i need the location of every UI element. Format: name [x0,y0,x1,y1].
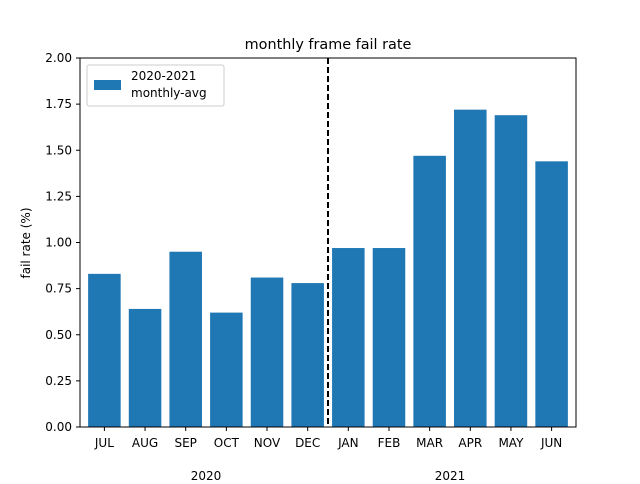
bar-apr [454,109,487,427]
bars-group [88,109,568,427]
y-axis-ticks: 0.00 0.25 0.50 0.75 1.00 1.25 1.50 1.75 2.00 [45,51,80,434]
y-tick-label: 1.00 [45,236,72,250]
x-tick-label-sep: SEP [174,436,196,450]
legend-label-line1: 2020-2021 [131,69,196,83]
bar-aug [128,308,162,427]
x-tick-label-may: MAY [498,436,524,450]
x-tick-label-apr: APR [458,436,482,450]
bar-nov [250,277,284,427]
x-tick-label-nov: NOV [254,436,281,450]
bar-oct [210,312,243,427]
y-tick-label: 1.25 [45,189,72,203]
bar-dec [291,283,324,427]
plot-area-frame [79,57,577,428]
y-tick-label: 0.50 [45,328,72,342]
bar-mar [413,155,446,427]
x-tick-label-dec: DEC [295,436,320,450]
y-tick-label: 0.75 [45,282,72,296]
bar-jun [535,161,568,427]
y-tick-label: 0.00 [45,420,72,434]
x-tick-label-jan: JAN [337,436,359,450]
x-tick-label-oct: OCT [214,436,240,450]
year-label-2020: 2020 [191,469,222,480]
x-tick-label-aug: AUG [132,436,158,450]
bar-sep [169,251,202,427]
y-tick-label: 1.50 [45,143,72,157]
x-tick-label-mar: MAR [416,436,443,450]
chart-title: monthly frame fail rate [245,37,412,53]
year-label-2021: 2021 [435,469,466,480]
bar-may [494,115,528,427]
legend-box [86,64,225,107]
y-tick-label: 0.25 [45,374,72,388]
x-axis-ticks: JUL AUG SEP OCT NOV DEC JAN FEB MAR APR MAY JUN [94,427,562,450]
y-tick-label: 1.75 [45,97,72,111]
x-tick-label-jul: JUL [94,436,114,450]
bar-jul [88,273,121,427]
legend: 2020-2021 monthly-avg [86,64,225,107]
legend-label-line2: monthly-avg [131,86,207,100]
bar-feb [372,248,406,427]
x-tick-label-feb: FEB [378,436,401,450]
y-tick-label: 2.00 [45,51,72,65]
bar-jan [332,248,365,427]
legend-swatch [94,80,121,90]
y-axis-label: fail rate (%) [19,207,33,278]
x-tick-label-jun: JUN [540,436,562,450]
